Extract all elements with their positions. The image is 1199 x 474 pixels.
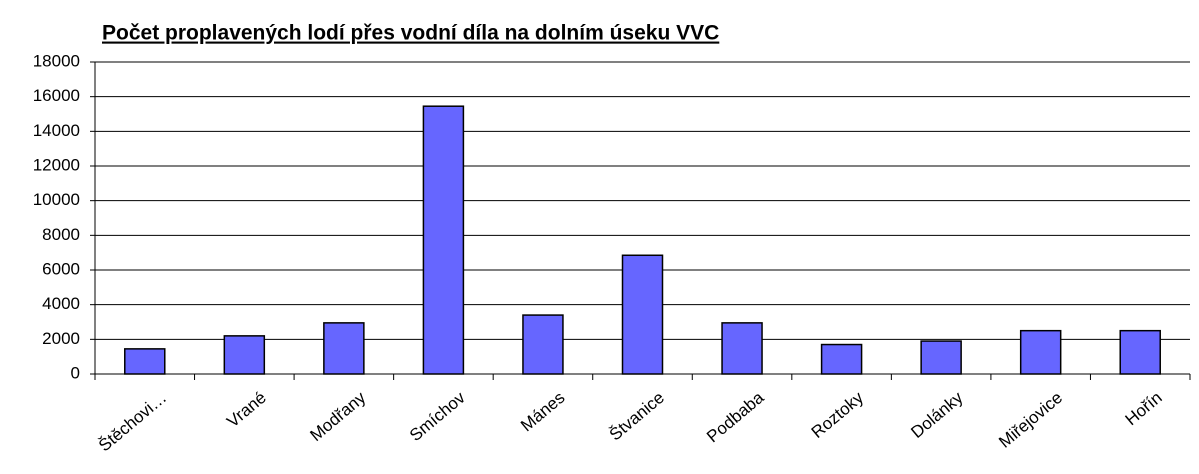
x-tick-label: Modřany [306,388,369,445]
y-tick-label: 16000 [33,86,80,105]
x-tick-label: Miřejovice [995,388,1066,452]
bar [323,322,365,375]
x-tick-label: Dolánky [907,388,967,442]
y-tick-label: 2000 [42,329,80,348]
y-tick-label: 8000 [42,225,80,244]
x-tick-label: Vrané [223,388,269,431]
bar [721,322,763,375]
y-tick-label: 4000 [42,294,80,313]
bar [422,105,465,375]
x-tick-label: Hořín [1122,388,1166,429]
bar [522,314,564,375]
chart-title: Počet proplavených lodí přes vodní díla … [102,22,719,45]
bar [920,340,962,375]
x-tick-label: Podbaba [703,388,768,447]
bar [124,348,166,375]
x-tick-label: Štěchovi… [95,388,170,455]
bar [1019,329,1062,375]
x-tick-label: Roztoky [808,388,868,442]
y-tick-label: 12000 [33,155,80,174]
bar [621,254,664,375]
x-tick-label: Mánes [517,388,568,435]
bar [1119,329,1161,375]
x-tick-label: Štvanice [606,388,668,444]
bar [820,343,863,375]
bar [223,335,266,375]
x-tick-label: Smíchov [406,388,469,445]
y-tick-label: 6000 [42,259,80,278]
y-tick-label: 0 [71,363,80,382]
y-tick-label: 18000 [33,51,80,70]
y-tick-label: 14000 [33,121,80,140]
y-tick-label: 10000 [33,190,80,209]
